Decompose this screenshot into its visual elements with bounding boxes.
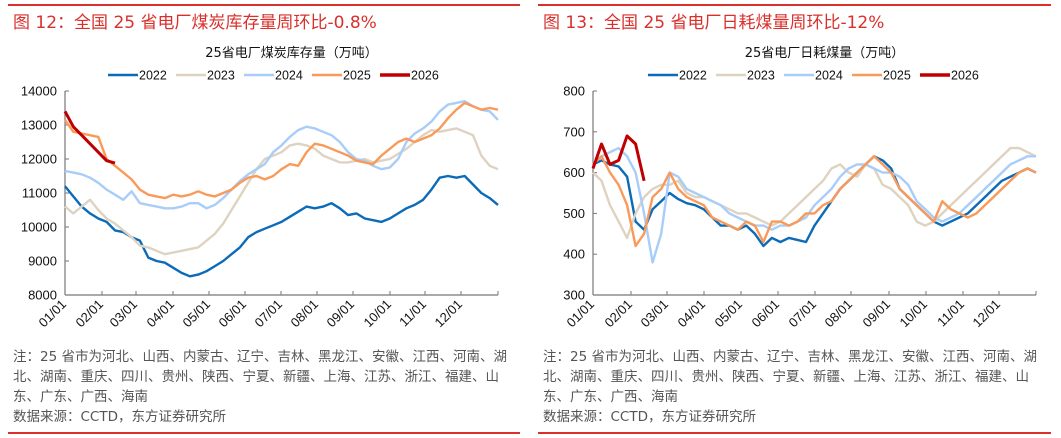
legend-label: 2025	[343, 69, 371, 83]
figure-title: 图 12：全国 25 省电厂煤炭库存量周环比-0.8%	[13, 13, 377, 33]
x-tick-label: 06/01	[749, 297, 783, 331]
y-tick-label: 8000	[28, 288, 57, 303]
x-tick-label: 07/01	[252, 297, 286, 331]
x-tick-label: 04/01	[144, 297, 178, 331]
legend-label: 2024	[815, 69, 843, 83]
inventory-line-chart: 25省电厂煤炭库存量（万吨） 2022 2023 2024 2025 2026 8000 90…	[21, 45, 499, 331]
x-tick-label: 12/01	[432, 297, 466, 331]
y-tick-label: 300	[563, 288, 585, 303]
figure-note: 注：25 省市为河北、山西、内蒙古、辽宁、吉林、黑龙江、安徽、江西、河南、湖北、…	[13, 347, 516, 427]
y-tick-label: 14000	[21, 84, 57, 99]
legend-label: 2022	[139, 69, 167, 83]
series-line-2023	[64, 127, 499, 256]
x-tick-label: 04/01	[675, 297, 709, 331]
x-tick-label: 03/01	[638, 297, 672, 331]
legend-label: 2026	[411, 69, 439, 83]
y-tick-label: 600	[563, 165, 585, 180]
source-text: 数据来源：CCTD，东方证券研究所	[543, 409, 756, 425]
series-line-2024	[64, 100, 499, 210]
series-line-2025	[64, 101, 499, 200]
note-text: 注：25 省市为河北、山西、内蒙古、辽宁、吉林、黑龙江、安徽、江西、河南、湖北、…	[13, 349, 507, 405]
legend-item-2026: 2026	[920, 69, 979, 83]
x-tick-label: 10/01	[361, 297, 395, 331]
chart-title: 25省电厂日耗煤量（万吨）	[745, 46, 905, 61]
x-tick-label: 10/01	[897, 297, 931, 331]
x-tick-label: 07/01	[786, 297, 820, 331]
legend-item-2022: 2022	[648, 69, 707, 83]
legend-item-2023: 2023	[716, 69, 775, 83]
note-text: 注：25 省市为河北、山西、内蒙古、辽宁、吉林、黑龙江、安徽、江西、河南、湖北、…	[543, 349, 1037, 405]
y-tick-label: 400	[563, 247, 585, 262]
bottom-rule	[8, 432, 520, 434]
legend-item-2025: 2025	[312, 69, 371, 83]
series-line-2025	[592, 155, 1037, 248]
chart-title: 25省电厂煤炭库存量（万吨）	[205, 45, 378, 61]
figure-title: 图 13：全国 25 省电厂日耗煤量周环比-12%	[543, 13, 885, 33]
legend-item-2024: 2024	[784, 69, 843, 83]
series-line-2022	[592, 155, 1037, 248]
source-text: 数据来源：CCTD，东方证券研究所	[13, 409, 226, 425]
legend-label: 2023	[207, 69, 235, 83]
y-tick-label: 500	[563, 206, 585, 221]
legend-label: 2024	[275, 69, 303, 83]
series-line-2024	[592, 146, 1036, 264]
y-tick-label: 13000	[21, 118, 57, 133]
legend-item-2026: 2026	[380, 69, 439, 83]
x-tick-label: 06/01	[216, 297, 250, 331]
x-tick-label: 11/01	[396, 297, 429, 330]
legend-label: 2025	[883, 69, 911, 83]
x-tick-label: 05/01	[180, 297, 214, 331]
series-line-2022	[64, 174, 499, 278]
top-rule	[8, 4, 520, 6]
x-tick-label: 02/01	[602, 297, 636, 331]
panel-daily-consumption: 图 13：全国 25 省电厂日耗煤量周环比-12% 25省电厂日耗煤量（万吨） 2…	[530, 0, 1061, 438]
legend-label: 2026	[951, 69, 979, 83]
consumption-line-chart: 25省电厂日耗煤量（万吨） 2022 2023 2024 2025 2026 300 400 5…	[563, 46, 1037, 331]
y-tick-label: 9000	[28, 254, 57, 269]
y-tick-label: 700	[563, 124, 585, 139]
legend-label: 2023	[747, 69, 775, 83]
y-tick-label: 11000	[22, 186, 57, 201]
x-tick-label: 08/01	[288, 297, 322, 331]
y-tick-label: 12000	[21, 152, 57, 167]
x-tick-label: 11/01	[934, 297, 967, 330]
bottom-rule	[538, 432, 1051, 434]
legend-item-2024: 2024	[244, 69, 303, 83]
x-tick-label: 05/01	[712, 297, 746, 331]
legend-item-2023: 2023	[176, 69, 235, 83]
x-tick-label: 12/01	[970, 297, 1004, 331]
panel-coal-inventory: 图 12：全国 25 省电厂煤炭库存量周环比-0.8% 25省电厂煤炭库存量（万…	[0, 0, 530, 438]
x-tick-label: 08/01	[822, 297, 856, 331]
x-tick-label: 09/01	[324, 297, 358, 331]
x-tick-label: 09/01	[860, 297, 894, 331]
figure-note: 注：25 省市为河北、山西、内蒙古、辽宁、吉林、黑龙江、安徽、江西、河南、湖北、…	[543, 347, 1047, 427]
series-line-2026	[591, 134, 646, 182]
legend-label: 2022	[679, 69, 707, 83]
legend-item-2025: 2025	[852, 69, 911, 83]
x-tick-label: 02/01	[73, 297, 107, 331]
y-tick-label: 10000	[21, 220, 57, 235]
top-rule	[538, 4, 1051, 6]
legend-item-2022: 2022	[108, 69, 167, 83]
series-line-2026	[63, 110, 116, 165]
x-tick-label: 03/01	[107, 297, 141, 331]
y-tick-label: 800	[563, 84, 585, 99]
